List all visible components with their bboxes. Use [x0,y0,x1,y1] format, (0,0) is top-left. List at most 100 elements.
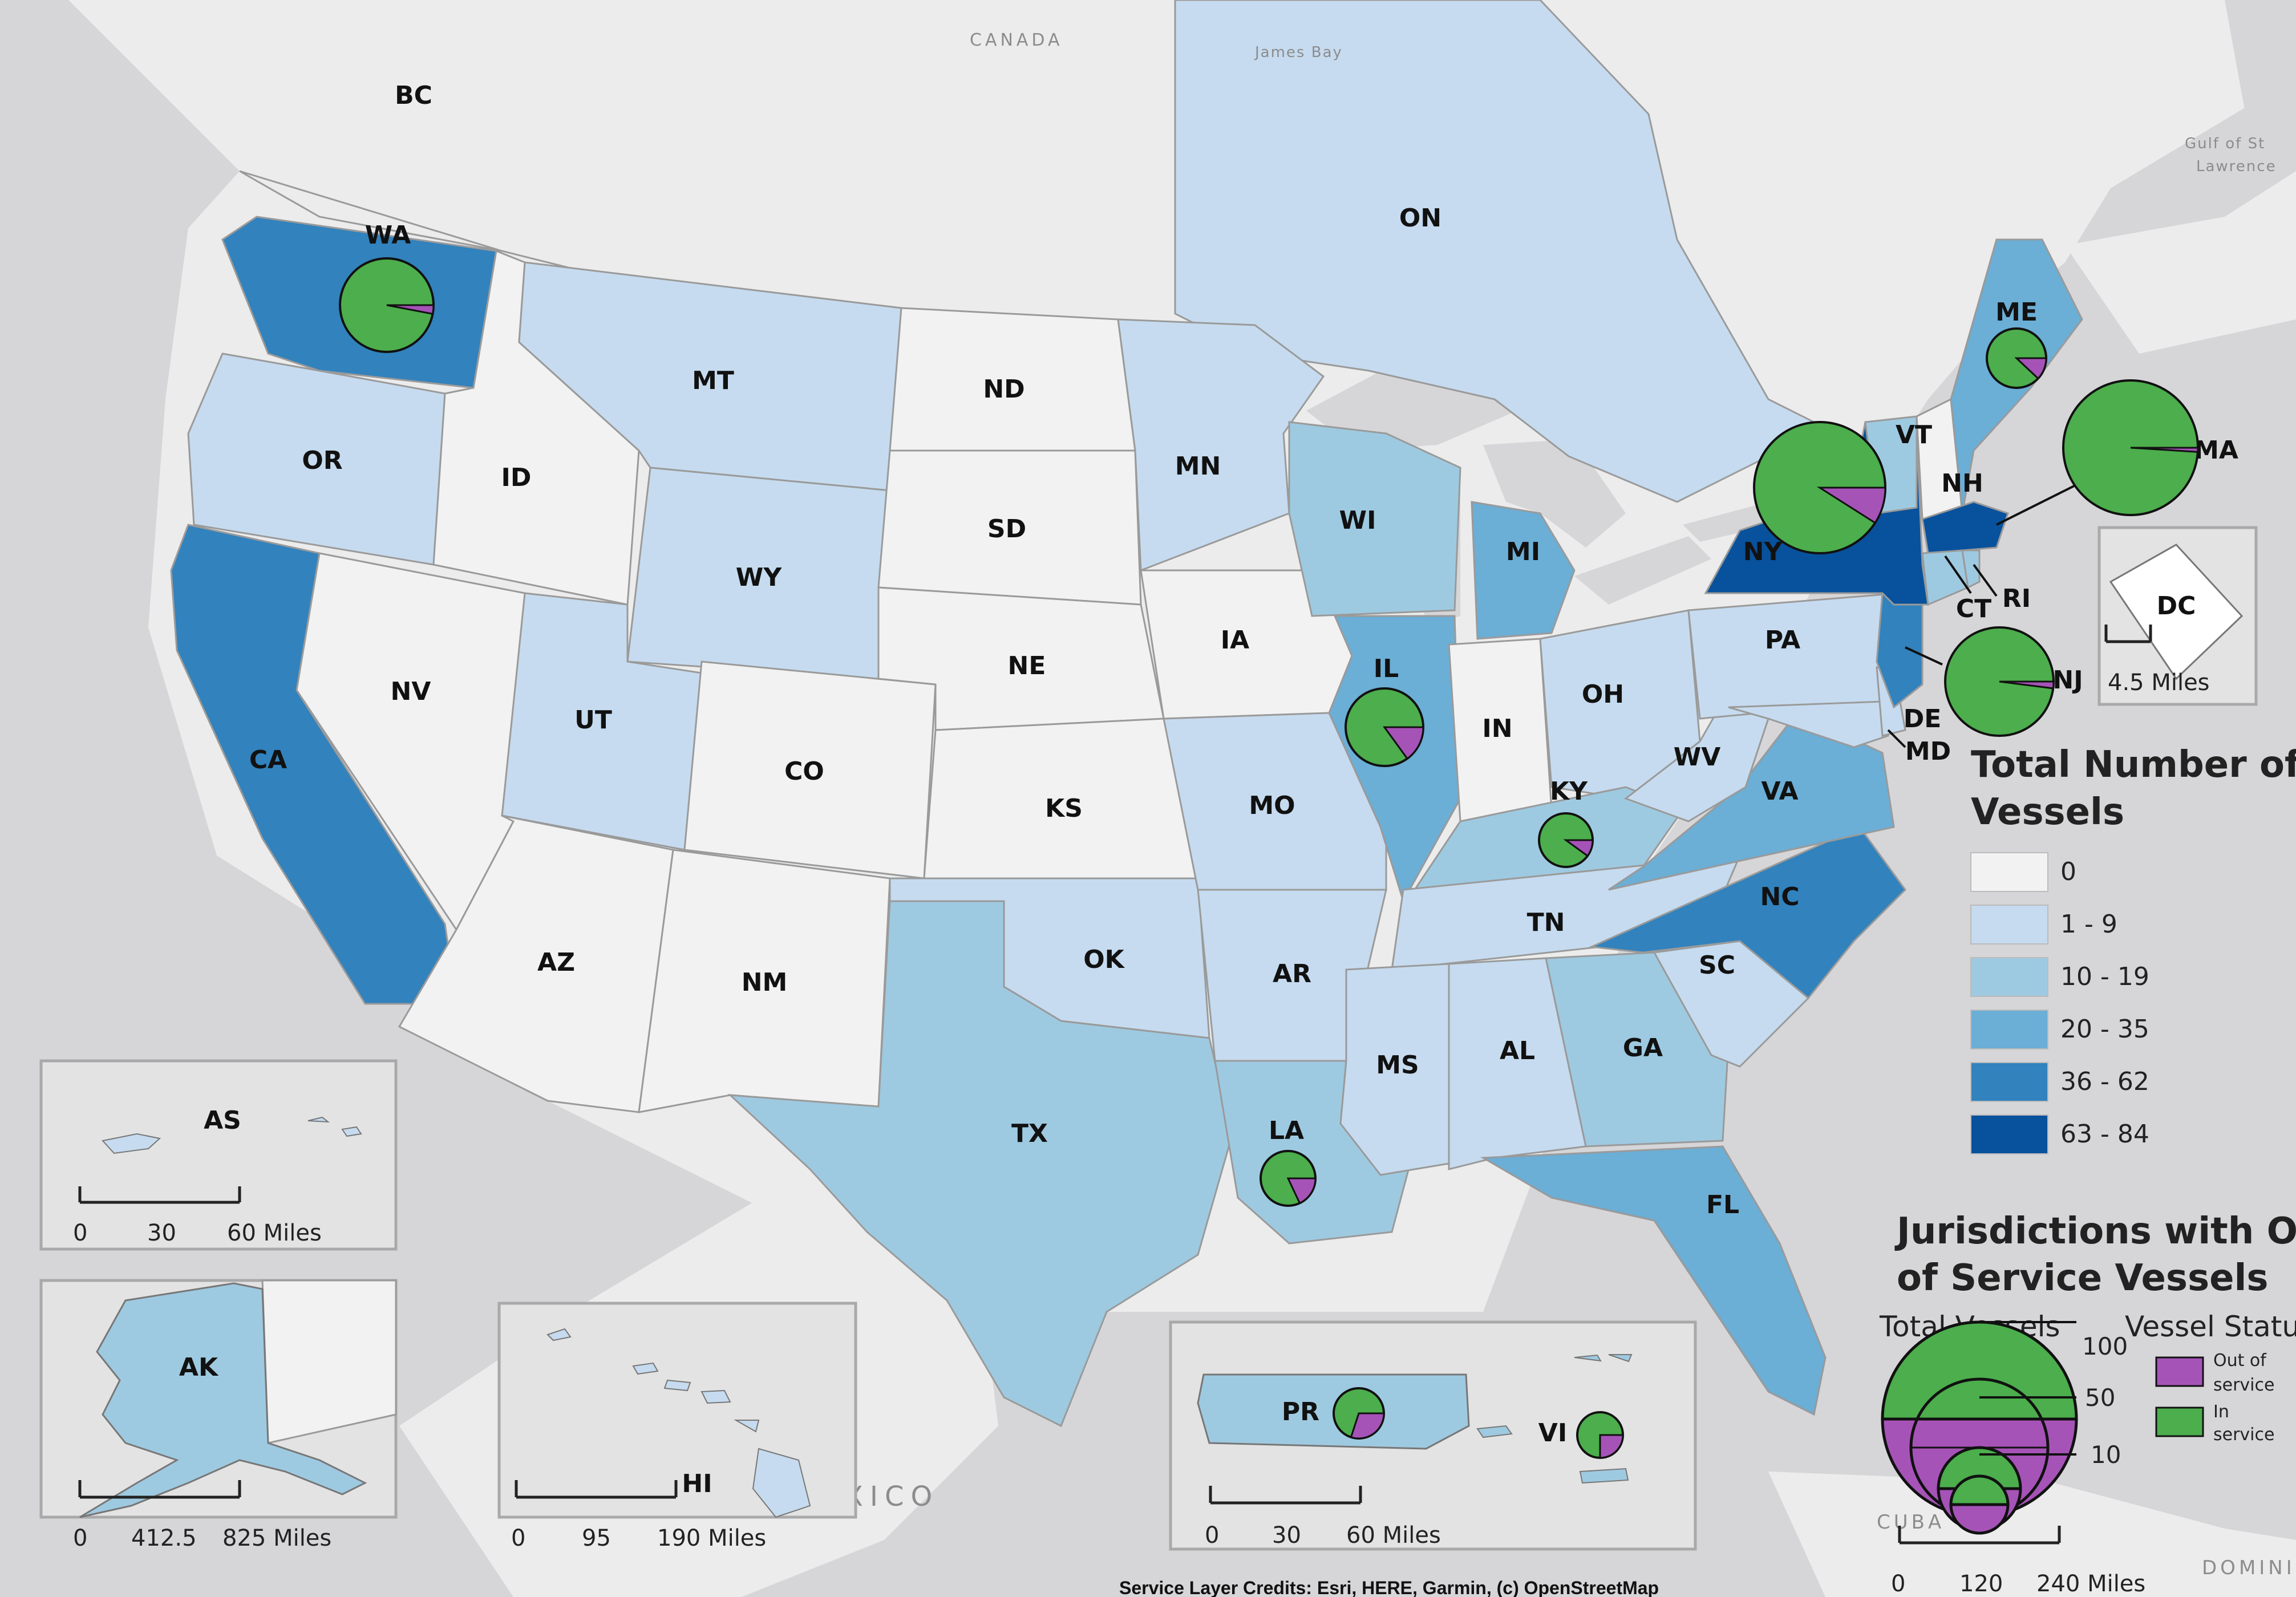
legend-swatch [1970,1062,2048,1102]
inset-as-scale-30: 30 [147,1220,176,1246]
legend-in-line2: service [2213,1425,2274,1445]
pie-wa [339,257,435,353]
service-layer-credits: Service Layer Credits: Esri, HERE, Garmi… [1119,1578,1659,1597]
state-mo [1163,712,1387,891]
legend-swatch [1970,905,2048,945]
label-on: ON [1399,204,1441,233]
label-sc: SC [1699,951,1735,980]
state-wi [1288,421,1461,617]
inset-hi: HI 0 95 190 Miles [497,1302,857,1551]
pie-legend-title-line2: of Service Vessels [1897,1257,2269,1299]
label-ia: IA [1221,626,1249,655]
label-in: IN [1482,714,1512,743]
label-pa: PA [1765,626,1800,655]
state-mi [1471,501,1576,640]
pie-legend-title-line1: Jurisdictions with Out [1894,1210,2296,1253]
geo-label-james-bay: James Bay [1254,44,1343,61]
legend-pies: Jurisdictions with Out of Service Vessel… [1879,1210,2296,1535]
inset-pr-scale-0: 0 [1205,1522,1219,1549]
inset-as: AS 0 30 60 Miles [39,1059,398,1251]
label-az: AZ [537,948,575,977]
pie-out-of-service-slice [1816,487,1886,524]
inset-pr-vi: PR VI 0 30 60 Miles [1169,1320,1697,1551]
pie-legend-size-100: 100 [2082,1332,2128,1360]
label-al: AL [1500,1036,1535,1065]
label-wi: WI [1339,506,1376,535]
state-fl [1480,1145,1827,1416]
pie-legend-size-50: 50 [2085,1384,2115,1412]
pie-nj [1944,626,2055,737]
label-me: ME [1995,298,2038,327]
label-mo: MO [1249,791,1295,820]
label-tn: TN [1527,908,1565,937]
label-ok: OK [1083,945,1125,974]
geo-label-gulf-st-lawrence: Gulf of St [2185,135,2265,152]
legend-title-line1: Total Number of [1971,744,2296,786]
legend-total-vessels: Total Number of Vessels 0 1 - 9 10 - 19 20 … [1970,744,2296,1154]
legend-swatch-out-of-service [2155,1356,2204,1387]
leader-lines [1887,484,2077,748]
label-ks: KS [1045,794,1083,823]
label-nj: NJ [2052,666,2083,695]
pie-ky [1538,812,1594,868]
main-scale-120: 120 [1959,1571,2003,1597]
label-ms: MS [1376,1051,1419,1080]
geo-label-lawrence: Lawrence [2196,158,2277,175]
inset-as-scale-0: 0 [73,1220,87,1246]
legend-swatch-in-service [2155,1407,2204,1437]
pie-charts [339,257,2199,1459]
state-md [1728,700,1889,748]
pie-out-of-service-slice [2014,357,2047,380]
label-ky: KY [1550,777,1588,806]
pie-vi [1576,1411,1624,1459]
pie-legend-size-10: 10 [2091,1441,2121,1469]
legend-swatch [1970,852,2048,892]
state-mn [1117,318,1325,572]
geo-label-canada: CANADA [970,30,1063,50]
pie-out-of-service-slice [1999,680,2055,690]
legend-class-label: 20 - 35 [2060,1015,2149,1044]
legend-out-line1: Out of [2213,1351,2267,1371]
geo-label-mexico: XICO [844,1481,939,1513]
main-scale-0: 0 [1891,1571,1905,1597]
state-nc [1588,826,1906,1000]
legend-in-line1: In [2213,1402,2229,1422]
label-ri: RI [2002,584,2031,613]
legend-class-label: 0 [2060,857,2076,886]
legend-class-label: 63 - 84 [2060,1120,2149,1149]
pie-out-of-service-slice [1599,1434,1624,1459]
legend-classes: 0 1 - 9 10 - 19 20 - 35 36 - 62 63 - 84 [1970,852,2149,1154]
inset-ak-scale-0: 0 [73,1525,87,1551]
state-ma [1921,501,2009,554]
pie-out-of-service-slice [2130,447,2199,453]
pie-out-of-service-slice [1350,1412,1385,1440]
label-wa: WA [365,221,411,250]
legend-class-label: 1 - 9 [2060,910,2117,939]
inset-hi-scale-190: 190 Miles [657,1525,766,1551]
inset-dc-label: DC [2157,591,2196,621]
pie-ma [2062,379,2199,516]
label-ut: UT [574,706,612,735]
label-nd: ND [983,375,1025,404]
pie-out-of-service-slice [386,304,435,315]
label-sd: SD [987,514,1026,544]
pie-out-of-service-slice [1563,839,1594,857]
inset-ak-scale-mid: 412.5 [131,1525,197,1551]
inset-hi-scale-95: 95 [582,1525,611,1551]
us-states [170,216,2083,1428]
pie-pr [1333,1387,1385,1440]
label-il: IL [1374,654,1399,683]
geo-label-dominican: DOMINIC [2202,1557,2296,1579]
legend-class-label: 10 - 19 [2060,962,2149,991]
legend-class-label: 36 - 62 [2060,1067,2149,1096]
state-al [1448,957,1587,1170]
pie-out-of-service-slice [1383,726,1424,760]
pie-legend-circles [1881,1320,2078,1535]
label-ny: NY [1743,537,1783,566]
main-scale-240: 240 Miles [2036,1571,2145,1597]
inset-pr-label: PR [1282,1397,1319,1426]
pie-legend-status-title: Vessel Status [2125,1310,2296,1343]
inset-pr-scale-30: 30 [1272,1522,1301,1549]
label-ct: CT [1956,594,1991,623]
label-de: DE [1904,704,1942,733]
